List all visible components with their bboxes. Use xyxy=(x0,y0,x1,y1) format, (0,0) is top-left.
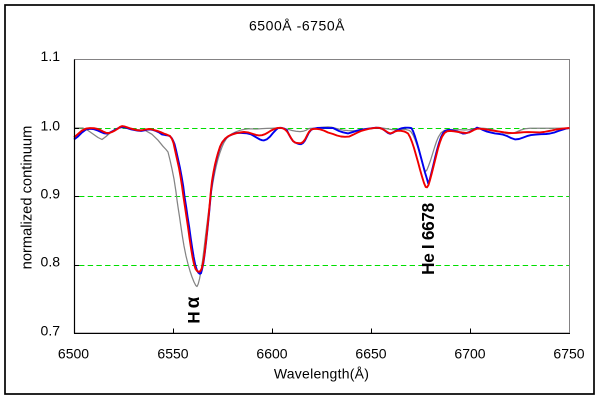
svg-text:He I 6678: He I 6678 xyxy=(418,202,438,275)
svg-text:6500: 6500 xyxy=(58,346,89,362)
svg-text:6700: 6700 xyxy=(454,346,485,362)
svg-text:H: H xyxy=(184,311,203,323)
svg-text:1.0: 1.0 xyxy=(41,118,61,134)
svg-text:1.1: 1.1 xyxy=(41,48,61,64)
svg-text:6500Å -6750Å: 6500Å -6750Å xyxy=(249,17,345,33)
svg-text:0.8: 0.8 xyxy=(41,254,61,270)
svg-text:Wavelength(Å): Wavelength(Å) xyxy=(274,366,369,382)
svg-text:normalized continuum: normalized continuum xyxy=(20,126,36,270)
svg-text:0.9: 0.9 xyxy=(41,186,61,202)
svg-text:6600: 6600 xyxy=(256,346,287,362)
svg-text:6650: 6650 xyxy=(355,346,386,362)
svg-text:6750: 6750 xyxy=(553,346,584,362)
svg-text:0.7: 0.7 xyxy=(41,323,61,339)
svg-text:6550: 6550 xyxy=(157,346,188,362)
svg-text:α: α xyxy=(183,296,204,308)
